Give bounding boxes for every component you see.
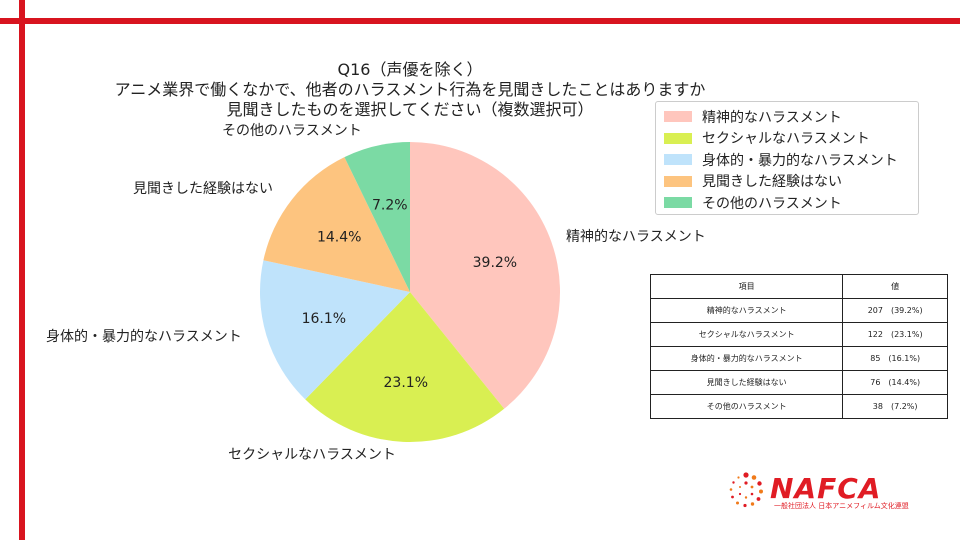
chart-title-line-2: アニメ業界で働くなかで、他者のハラスメント行為を見聞きしたことはありますか <box>114 80 706 99</box>
slice-percent-label: 7.2% <box>372 197 408 213</box>
nafca-logo-text: NAFCA <box>770 472 882 505</box>
pie-slice <box>263 157 410 292</box>
table-row: その他のハラスメント 38 (7.2%) <box>649 394 948 419</box>
legend-label: 身体的・暴力的なハラスメント <box>702 152 898 169</box>
slice-percent-label: 14.4% <box>317 229 361 245</box>
table-cell-item: 身体的・暴力的なハラスメント <box>649 346 844 371</box>
pie-slice <box>410 142 561 409</box>
table-row: 身体的・暴力的なハラスメント 85 (16.1%) <box>649 346 948 371</box>
chart-title-line-1: Q16（声優を除く） <box>337 60 483 79</box>
slice-category-label: 身体的・暴力的なハラスメント <box>46 329 242 345</box>
legend-swatch <box>664 111 692 123</box>
table-cell-item: その他のハラスメント <box>649 394 844 419</box>
slice-percent-label: 39.2% <box>473 255 517 271</box>
chart-title-line-3: 見聞きしたものを選択してください（複数選択可） <box>226 100 594 119</box>
legend: 精神的なハラスメント セクシャルなハラスメント 身体的・暴力的なハラスメント 見… <box>655 101 919 215</box>
slice-category-label: その他のハラスメント <box>222 123 362 139</box>
table-cell-value: 122 (23.1%) <box>842 322 948 347</box>
table-cell-value: 85 (16.1%) <box>842 346 948 371</box>
table-cell-value: 76 (14.4%) <box>842 370 948 395</box>
table-cell-item: 見聞きした経験はない <box>649 370 844 395</box>
legend-swatch <box>664 175 692 187</box>
table-header-item: 項目 <box>649 274 844 299</box>
nafca-logo-subtitle: 一般社団法人 日本アニメフィルム文化連盟 <box>774 502 909 510</box>
slice-percent-label: 16.1% <box>302 311 346 327</box>
slice-category-label: セクシャルなハラスメント <box>228 447 396 463</box>
legend-swatch <box>664 132 692 144</box>
table-header-value: 値 <box>842 274 948 299</box>
legend-label: その他のハラスメント <box>702 195 842 212</box>
table-row: セクシャルなハラスメント 122 (23.1%) <box>649 322 948 347</box>
slice-category-label: 精神的なハラスメント <box>566 229 706 245</box>
table-cell-item: セクシャルなハラスメント <box>649 322 844 347</box>
legend-item: 精神的なハラスメント <box>664 106 910 128</box>
legend-label: 見聞きした経験はない <box>702 174 842 191</box>
table-row: 見聞きした経験はない 76 (14.4%) <box>649 370 948 395</box>
legend-item: 身体的・暴力的なハラスメント <box>664 149 910 171</box>
top-red-bar <box>0 18 960 24</box>
legend-label: 精神的なハラスメント <box>702 109 842 126</box>
table-cell-value: 207 (39.2%) <box>842 298 948 323</box>
pie-slice <box>305 292 505 443</box>
table-cell-item: 精神的なハラスメント <box>649 298 844 323</box>
legend-swatch <box>664 154 692 166</box>
legend-item: セクシャルなハラスメント <box>664 128 910 150</box>
pie-slice <box>344 142 410 292</box>
table-cell-value: 38 (7.2%) <box>842 394 948 419</box>
legend-item: 見聞きした経験はない <box>664 171 910 193</box>
pie-slice <box>260 260 410 400</box>
legend-label: セクシャルなハラスメント <box>702 131 870 148</box>
nafca-logo: NAFCA 一般社団法人 日本アニメフィルム文化連盟 <box>726 470 936 515</box>
table-header-row: 項目 値 <box>649 274 948 299</box>
slice-percent-label: 23.1% <box>384 375 428 391</box>
slice-category-label: 見聞きした経験はない <box>133 181 273 197</box>
nafca-logo-mark-icon <box>729 472 763 508</box>
table-row: 精神的なハラスメント 207 (39.2%) <box>649 298 948 323</box>
legend-item: その他のハラスメント <box>664 192 910 214</box>
legend-swatch <box>664 197 692 209</box>
data-table: 項目 値 精神的なハラスメント 207 (39.2%) セクシャルなハラスメント 1… <box>649 274 948 419</box>
left-red-bar <box>19 0 25 540</box>
